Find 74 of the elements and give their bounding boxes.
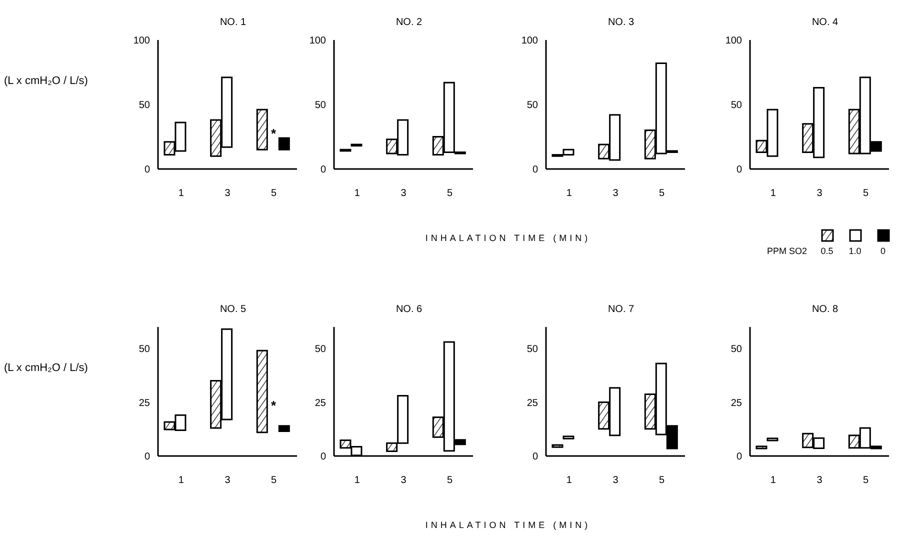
legend-label: 1.0 xyxy=(848,246,862,256)
legend-title: PPM SO2 xyxy=(766,246,808,256)
chart-title: NO. 1 xyxy=(218,17,248,28)
x-tick-label: 1 xyxy=(770,188,776,200)
x-tick-label: 3 xyxy=(224,188,231,200)
y-tick-label: 50 xyxy=(526,344,538,356)
x-tick-label: 5 xyxy=(447,475,454,486)
x-tick-label: 3 xyxy=(224,475,231,486)
x-tick-label: 1 xyxy=(354,475,360,486)
y-axis-title: (L x cmH₂O / L/s) xyxy=(4,362,89,374)
x-tick-label: 5 xyxy=(271,475,278,486)
y-tick-label: 25 xyxy=(526,398,538,409)
legend-label: 0 xyxy=(880,246,886,256)
x-tick-label: 1 xyxy=(178,475,184,486)
x-tick-label: 5 xyxy=(271,188,278,200)
y-tick-label: 25 xyxy=(730,398,742,409)
y-tick-label: 0 xyxy=(532,164,538,176)
chart-title: NO. 3 xyxy=(606,17,636,28)
x-tick-label: 3 xyxy=(612,188,619,200)
x-axis-title: INHALATION TIME (MIN) xyxy=(424,520,592,530)
x-tick-label: 5 xyxy=(659,188,666,200)
chart-title: NO. 4 xyxy=(810,17,840,28)
y-tick-label: 0 xyxy=(532,452,538,463)
x-tick-label: 5 xyxy=(659,475,666,486)
y-tick-label: 50 xyxy=(730,100,742,112)
bar xyxy=(278,137,290,150)
y-axis-title: (L x cmH₂O / L/s) xyxy=(4,75,89,87)
bar xyxy=(562,436,574,440)
y-tick-label: 100 xyxy=(133,36,150,47)
y-tick-label: 0 xyxy=(736,452,742,463)
x-tick-label: 3 xyxy=(816,475,823,486)
bar xyxy=(256,350,268,434)
y-tick-label: 50 xyxy=(314,100,326,112)
y-tick-label: 100 xyxy=(309,36,326,47)
y-tick-label: 0 xyxy=(144,164,150,176)
y-tick-label: 50 xyxy=(138,344,150,356)
bar xyxy=(552,444,564,448)
x-tick-label: 5 xyxy=(447,188,454,200)
x-tick-label: 3 xyxy=(816,188,823,200)
legend-label: 0.5 xyxy=(820,246,834,256)
x-tick-label: 3 xyxy=(400,475,407,486)
x-tick-label: 1 xyxy=(566,475,572,486)
annotation: * xyxy=(271,398,276,413)
bar xyxy=(756,446,768,450)
chart-title: NO. 8 xyxy=(810,304,840,315)
bar xyxy=(256,108,268,150)
y-tick-label: 25 xyxy=(314,398,326,409)
y-tick-label: 50 xyxy=(138,100,150,112)
chart-title: NO. 7 xyxy=(606,304,636,315)
y-tick-label: 50 xyxy=(730,344,742,356)
x-tick-label: 1 xyxy=(566,188,572,200)
bar xyxy=(278,425,290,432)
y-tick-label: 0 xyxy=(320,452,326,463)
x-tick-label: 5 xyxy=(863,188,870,200)
x-tick-label: 1 xyxy=(770,475,776,486)
x-tick-label: 5 xyxy=(863,475,870,486)
chart-title: NO. 5 xyxy=(218,304,248,315)
y-tick-label: 100 xyxy=(725,36,742,47)
bar xyxy=(766,438,778,442)
y-tick-label: 0 xyxy=(144,452,150,463)
x-tick-label: 3 xyxy=(400,188,407,200)
annotation: * xyxy=(271,126,276,141)
x-tick-label: 1 xyxy=(178,188,184,200)
y-tick-label: 0 xyxy=(736,164,742,176)
y-tick-label: 0 xyxy=(320,164,326,176)
y-tick-label: 100 xyxy=(521,36,538,47)
y-tick-label: 50 xyxy=(526,100,538,112)
x-axis-title: INHALATION TIME (MIN) xyxy=(424,233,592,243)
x-tick-label: 1 xyxy=(354,188,360,200)
y-tick-label: 25 xyxy=(138,398,150,409)
y-tick-label: 50 xyxy=(314,344,326,356)
x-tick-label: 3 xyxy=(612,475,619,486)
chart-title: NO. 6 xyxy=(394,304,424,315)
chart-title: NO. 2 xyxy=(394,17,424,28)
